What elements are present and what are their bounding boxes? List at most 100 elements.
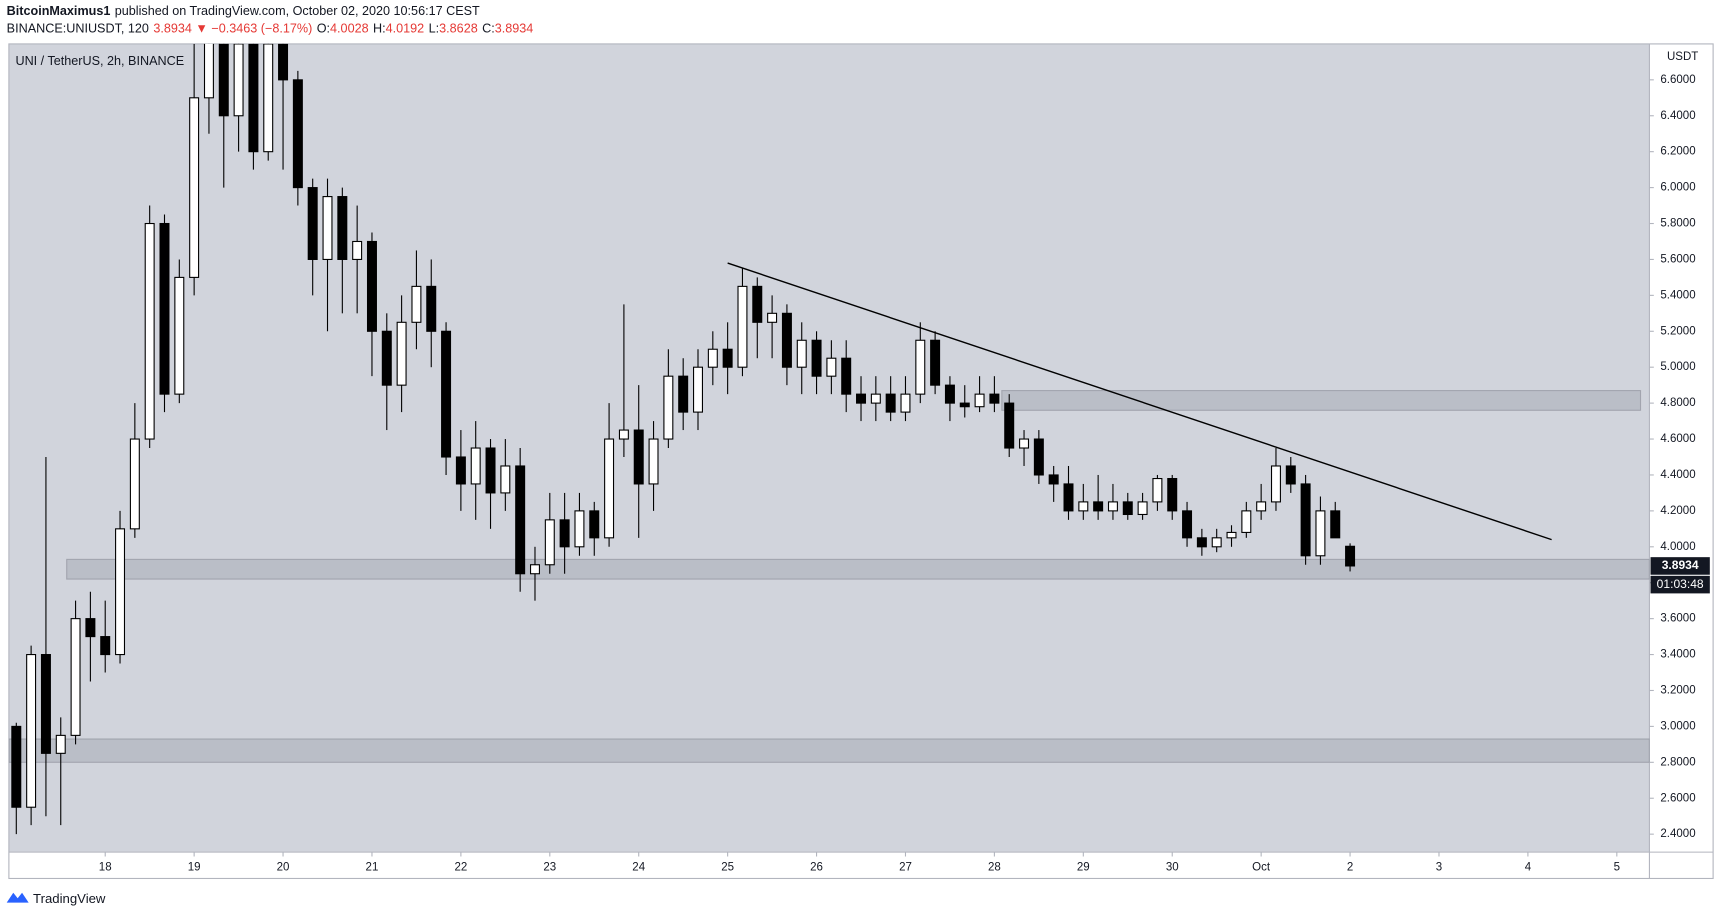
candle-body: [1152, 478, 1163, 503]
y-tick-label: 3.0000: [1660, 720, 1695, 732]
y-tick-label: 2.4000: [1660, 828, 1695, 840]
trendline: [727, 262, 1552, 541]
candle-body: [292, 79, 303, 189]
x-tick-label: 24: [632, 862, 645, 874]
candle-body: [1048, 474, 1059, 485]
x-tick-label: 3: [1436, 862, 1442, 874]
candle-body: [989, 393, 1000, 404]
y-tick-label: 4.2000: [1660, 505, 1695, 517]
candle-body: [1226, 531, 1237, 539]
candle-body: [959, 402, 970, 408]
countdown-label: 01:03:48: [1657, 577, 1704, 591]
candle-body: [500, 465, 511, 494]
candle-body: [381, 330, 392, 386]
candle-body: [455, 456, 466, 485]
candle-body: [826, 357, 837, 377]
candle-body: [55, 734, 66, 754]
candle-body: [974, 393, 985, 408]
candle-body: [1078, 501, 1089, 512]
x-tick-label: 23: [543, 862, 556, 874]
candle-body: [1093, 501, 1104, 512]
change: 3.8934 ▼ −0.3463 (−8.17%): [153, 22, 312, 36]
logo-icon: [6, 892, 29, 903]
axis-unit: USDT: [1667, 51, 1698, 63]
x-tick-label: 21: [366, 862, 379, 874]
y-tick-label: 5.2000: [1660, 325, 1695, 337]
y-tick-label: 4.0000: [1660, 541, 1695, 553]
candle-body: [307, 187, 318, 260]
x-tick-label: 29: [1077, 862, 1090, 874]
candle-body: [248, 43, 259, 153]
price-tag: [1650, 557, 1710, 575]
candle-body: [485, 447, 496, 494]
candle-body: [648, 438, 659, 485]
candle-body: [1300, 483, 1311, 557]
ohlc-key: H:: [373, 22, 386, 36]
countdown-tag: [1650, 575, 1710, 594]
candle-body: [1107, 501, 1118, 512]
x-tick-label: 19: [188, 862, 201, 874]
candle-body: [722, 348, 733, 368]
candle-body: [752, 285, 763, 323]
y-tick-label: 5.8000: [1660, 218, 1695, 230]
candle-body: [767, 312, 778, 323]
candle-body: [678, 375, 689, 413]
candle-body: [604, 438, 615, 539]
y-tick-label: 6.0000: [1660, 182, 1695, 194]
header-line: BitcoinMaximus1 published on TradingView.…: [7, 4, 480, 18]
candle-body: [589, 510, 600, 539]
candle-body: [544, 519, 555, 566]
candle-body: [1196, 537, 1207, 548]
y-tick-label: 4.6000: [1660, 433, 1695, 445]
frame: [8, 43, 1714, 880]
candle-body: [396, 321, 407, 386]
candle-body: [233, 43, 244, 117]
zone: [8, 738, 1650, 763]
candle-body: [70, 618, 81, 736]
candle-body: [1330, 510, 1341, 539]
candle-body: [1241, 510, 1252, 533]
x-tick-label: 4: [1525, 862, 1532, 874]
candle-body: [1345, 545, 1356, 567]
candle-body: [1004, 402, 1015, 449]
candle-body: [174, 276, 185, 395]
y-tick-label: 4.4000: [1660, 469, 1695, 481]
candle-body: [366, 240, 377, 332]
y-tick-label: 2.8000: [1660, 756, 1695, 768]
x-tick-label: 22: [454, 862, 467, 874]
candle-body: [796, 339, 807, 368]
legend: UNI / TetherUS, 2h, BINANCE: [15, 54, 184, 68]
x-tick-label: 26: [810, 862, 823, 874]
candle-body: [426, 285, 437, 332]
user: BitcoinMaximus1: [7, 4, 111, 18]
candle-body: [841, 357, 852, 395]
candle-body: [856, 393, 867, 404]
x-tick-label: 25: [721, 862, 734, 874]
candle-body: [441, 330, 452, 458]
x-tick-label: 20: [277, 862, 290, 874]
candle-body: [1270, 465, 1281, 503]
candle-body: [781, 312, 792, 368]
published: published on TradingView.com, October 02…: [115, 4, 480, 18]
brand: TradingView: [33, 891, 106, 906]
ohlc-value: 3.8934: [495, 22, 534, 36]
x-tick-label: 2: [1347, 862, 1353, 874]
y-tick-label: 6.2000: [1660, 146, 1695, 158]
candle-body: [1122, 501, 1133, 516]
y-tick-label: 3.4000: [1660, 649, 1695, 661]
candle-body: [85, 618, 96, 638]
candle-body: [515, 465, 526, 575]
candle-body: [1033, 438, 1044, 476]
candle-body: [144, 222, 155, 440]
candle-body: [915, 339, 926, 395]
ohlc-value: 3.8628: [439, 22, 478, 36]
header-line: BINANCE:UNIUSDT, 120 3.8934 ▼ −0.3463 (−8…: [7, 22, 534, 36]
candle-body: [40, 654, 51, 754]
candle-body: [203, 43, 214, 99]
x-tick-label: 18: [99, 862, 112, 874]
x-tick-label: 27: [899, 862, 912, 874]
y-tick-label: 5.0000: [1660, 361, 1695, 373]
candle-body: [574, 510, 585, 548]
